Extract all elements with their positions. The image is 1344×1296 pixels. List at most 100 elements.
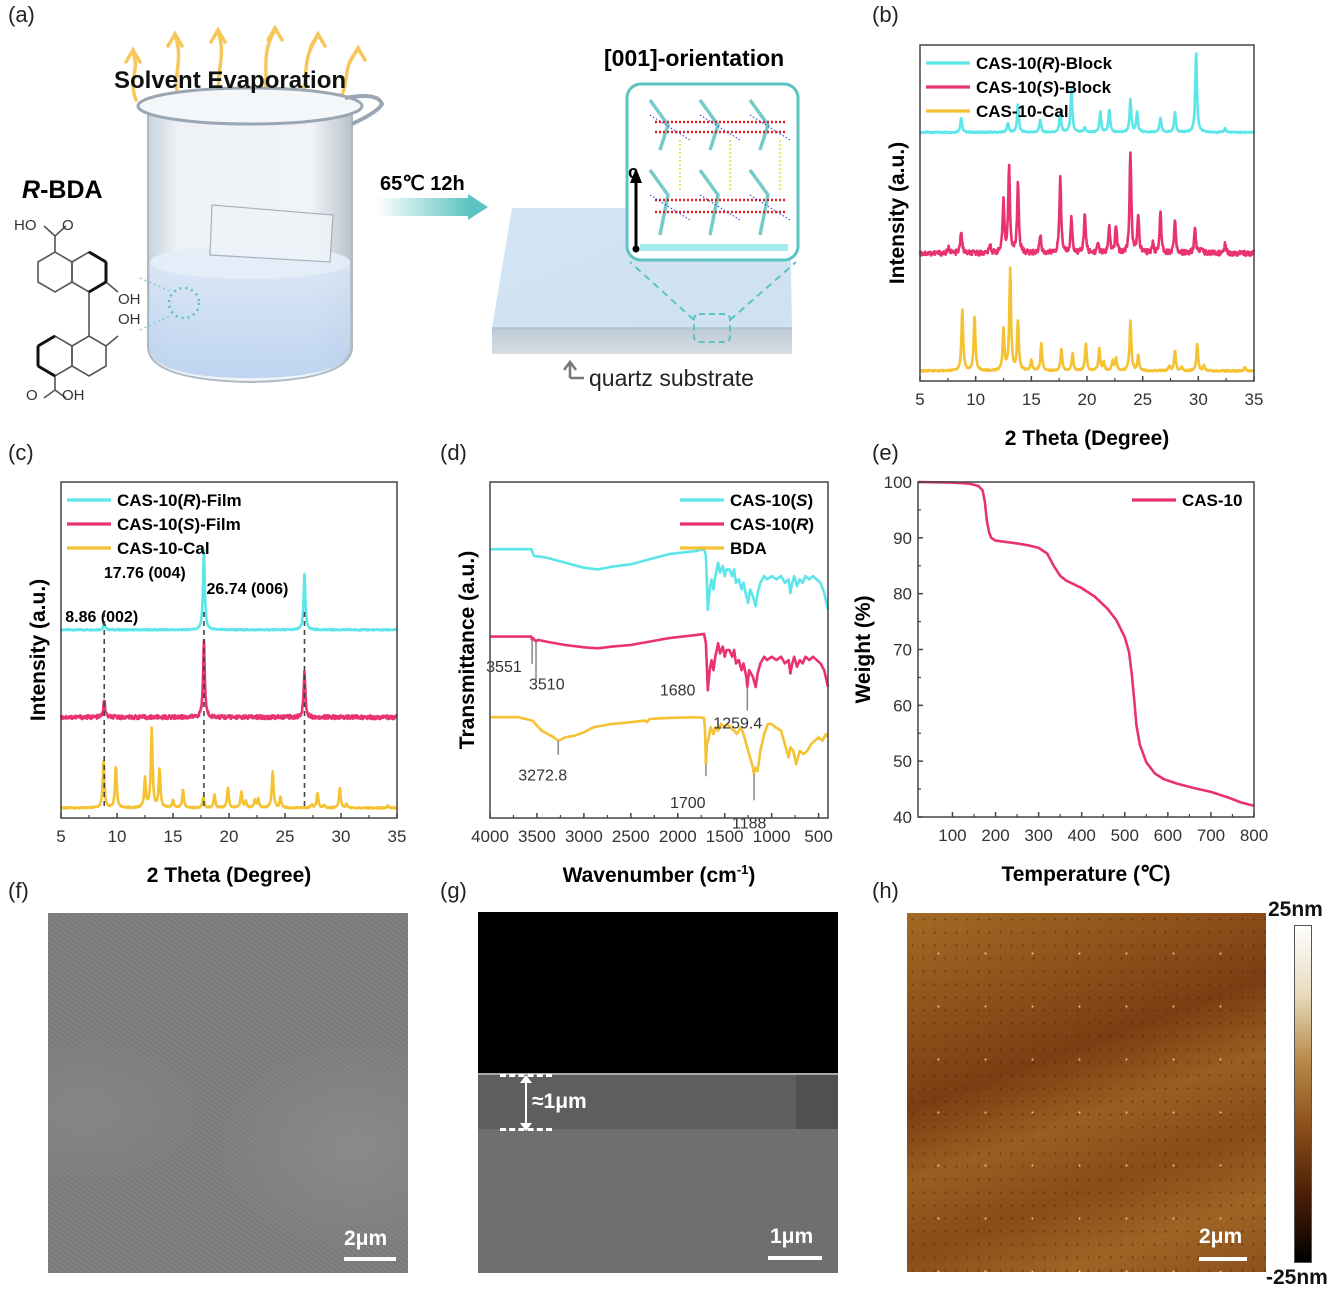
- y-axis-label: Intensity (a.u.): [27, 579, 50, 721]
- legend-label-part: CAS-10-Cal: [117, 539, 210, 558]
- sem-top-view-image: 2μm: [48, 913, 408, 1273]
- legend-label-part: )-Film: [194, 515, 240, 534]
- sem-cross-section-image: ≈1μm 1μm: [478, 912, 838, 1273]
- panel-label-e: (e): [872, 440, 899, 465]
- legend-label-part: R: [183, 491, 196, 510]
- x-tick-label: 10: [108, 827, 127, 846]
- legend-label-part: )-Block: [1054, 54, 1112, 73]
- legend-label-part: S: [1042, 78, 1054, 97]
- legend-label: CAS-10-Cal: [976, 102, 1069, 121]
- c-axis-label: c: [628, 162, 638, 182]
- x-tick-label: 300: [1024, 826, 1052, 845]
- legend-label: CAS-10(S)-Block: [976, 78, 1112, 97]
- y-axis-label: Transmittance (a.u.): [456, 551, 479, 749]
- y-tick-label: 70: [893, 641, 912, 660]
- legend-label: CAS-10-Cal: [117, 539, 210, 558]
- scale-bar-g: [768, 1256, 822, 1260]
- x-tick-label: 15: [1022, 390, 1041, 409]
- x-tick-label: 5: [56, 827, 65, 846]
- film-layer: [478, 1073, 838, 1129]
- afm-colorbar: [1294, 925, 1312, 1263]
- x-tick-label: 200: [981, 826, 1009, 845]
- legend-label-part: )-Block: [1053, 78, 1111, 97]
- mol-group-oh3: OH: [62, 387, 85, 404]
- plot-frame: [489, 481, 829, 819]
- panel-label-f: (f): [8, 878, 29, 903]
- annotation-label: 3510: [529, 677, 565, 694]
- schematic-a: HO O OH OH O OH R-BDA Solvent Evaporatio…: [14, 24, 800, 404]
- legend-label: CAS-10(S)-Film: [117, 515, 241, 534]
- mol-group-oh1: OH: [118, 291, 141, 308]
- x-tick-label: 400: [1068, 826, 1096, 845]
- series-line-cas-10-s-block: [918, 151, 1256, 257]
- mol-group-o1: O: [62, 217, 74, 234]
- series-line-cas-10-r-: [490, 632, 830, 692]
- colorbar-max-label: 25nm: [1268, 898, 1323, 921]
- legend-label-part: CAS-10(: [976, 78, 1042, 97]
- legend-label-part: ): [807, 491, 813, 510]
- x-tick-label: 10: [966, 390, 985, 409]
- y-axis-label: Weight (%): [852, 595, 875, 703]
- legend-label-part: CAS-10(: [117, 491, 183, 510]
- y-tick-label: 100: [884, 473, 912, 492]
- x-axis-label: Temperature (℃): [1001, 863, 1170, 886]
- legend-label-part: S: [183, 515, 195, 534]
- legend-label-part: BDA: [730, 539, 767, 558]
- mol-group-oh2: OH: [118, 311, 141, 328]
- annotation-label: 1259.4: [713, 716, 762, 733]
- x-tick-label: 35: [1245, 390, 1264, 409]
- scale-bar-label-h: 2μm: [1199, 1225, 1243, 1248]
- series-line-cas-10-s-: [490, 547, 830, 611]
- x-tick-label: 3500: [518, 827, 556, 846]
- chart-e-tga: 100 200 300 400 500 600 700 800 40 50 60 70 80 90 100 T…: [852, 473, 1268, 886]
- legend-label-part: CAS-10(: [730, 515, 796, 534]
- x-tick-label: 700: [1197, 826, 1225, 845]
- x-tick-label: 25: [276, 827, 295, 846]
- series-line-cas-10: [917, 480, 1255, 808]
- mol-group-o2: O: [26, 387, 38, 404]
- beaker-illustration: [136, 86, 385, 384]
- process-arrow: [376, 198, 470, 216]
- x-axis-label-main: Wavenumber (cm: [563, 864, 737, 887]
- x-axis-label: Wavenumber (cm-1): [563, 862, 756, 887]
- thickness-label: ≈1μm: [532, 1090, 587, 1113]
- y-tick-label: 40: [893, 808, 912, 827]
- x-tick-label: 500: [1111, 826, 1139, 845]
- legend-label: CAS-10(R)-Block: [976, 54, 1113, 73]
- x-tick-label: 20: [220, 827, 239, 846]
- annotation-label: 3551: [486, 659, 522, 676]
- annotation-label: 26.74 (006): [206, 581, 288, 598]
- x-tick-label: 1000: [753, 827, 791, 846]
- x-tick-label: 2500: [612, 827, 650, 846]
- annotation-label: 1700: [670, 795, 706, 812]
- scale-bar-label-f: 2μm: [344, 1227, 388, 1250]
- scale-bar-h: [1199, 1257, 1247, 1261]
- x-tick-label: 20: [1078, 390, 1097, 409]
- x-tick-label: 100: [938, 826, 966, 845]
- chart-d-ftir: 3551 3510 1680 1259.4 3272.8 1700 1188 4000 3500…: [456, 481, 833, 887]
- legend-label: CAS-10(R)-Film: [117, 491, 242, 510]
- panel-label-a: (a): [8, 2, 35, 27]
- x-tick-label: 30: [332, 827, 351, 846]
- substrate-label: quartz substrate: [589, 365, 754, 391]
- plot-frame: [917, 481, 1255, 818]
- afm-height-image: 2μm: [907, 913, 1266, 1272]
- series-line-cas-10-r-film: [59, 549, 399, 632]
- y-tick-label: 50: [893, 752, 912, 771]
- annotation-label: 3272.8: [518, 768, 567, 785]
- x-axis-label: 2 Theta (Degree): [147, 864, 312, 887]
- annotation-label: 8.86 (002): [65, 609, 138, 626]
- x-tick-label: 1500: [706, 827, 744, 846]
- x-axis-label-end: ): [748, 864, 755, 887]
- molecule-label: R-BDA: [22, 176, 103, 204]
- series-line-cas-10-cal: [60, 726, 398, 810]
- panel-label-h: (h): [872, 878, 899, 903]
- chart-c-xrd-film: 8.86 (002) 17.76 (004) 26.74 (006) 5 10 15 20 2…: [27, 481, 406, 887]
- legend-label: BDA: [730, 539, 767, 558]
- annotation-label: 17.76 (004): [104, 565, 186, 582]
- y-axis-label: Intensity (a.u.): [886, 142, 909, 284]
- x-tick-label: 25: [1133, 390, 1152, 409]
- arrow-head-icon: [468, 194, 488, 220]
- scale-bar-f: [344, 1257, 396, 1261]
- y-tick-label: 80: [893, 585, 912, 604]
